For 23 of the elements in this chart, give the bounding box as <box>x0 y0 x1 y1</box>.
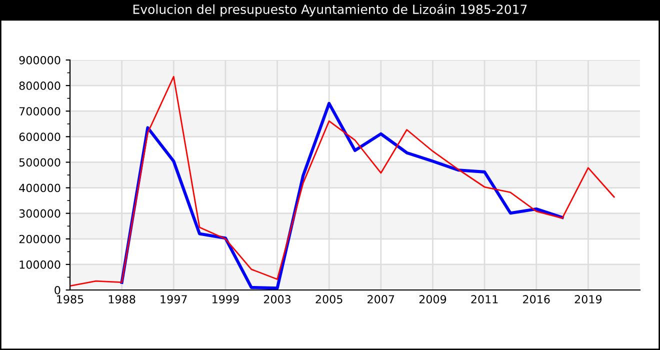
x-tick-label: 1997 <box>160 295 187 304</box>
y-tick-label: 300000 <box>19 209 60 218</box>
y-tick-label: 0 <box>54 286 60 294</box>
line-series <box>70 76 615 287</box>
y-tick-label: 900000 <box>19 56 60 64</box>
x-tick-label: 2005 <box>316 295 342 304</box>
x-tick-label: 2009 <box>419 295 446 304</box>
y-tick-label: 600000 <box>19 132 60 142</box>
x-tick-label: 2016 <box>523 295 550 304</box>
y-tick-label: 500000 <box>19 158 60 167</box>
x-tick-label: 2003 <box>264 295 291 304</box>
x-tick-label: 2007 <box>368 295 394 304</box>
x-tick-label: 2019 <box>574 295 602 304</box>
x-tick-label: 1999 <box>212 295 239 304</box>
x-tick-label: 2011 <box>471 295 498 304</box>
y-tick-label: 100000 <box>20 260 60 269</box>
y-tick-label: 200000 <box>19 234 60 244</box>
y-tick-label: 400000 <box>19 184 60 192</box>
chart-title: Evolucion del presupuesto Ayuntamiento de Lizoáin 1985-2017 <box>133 4 527 16</box>
y-tick-label: 800000 <box>19 82 60 90</box>
x-tick-label: 1988 <box>108 295 136 304</box>
x-tick-label: 1985 <box>57 295 84 304</box>
y-tick-label: 700000 <box>19 107 60 116</box>
